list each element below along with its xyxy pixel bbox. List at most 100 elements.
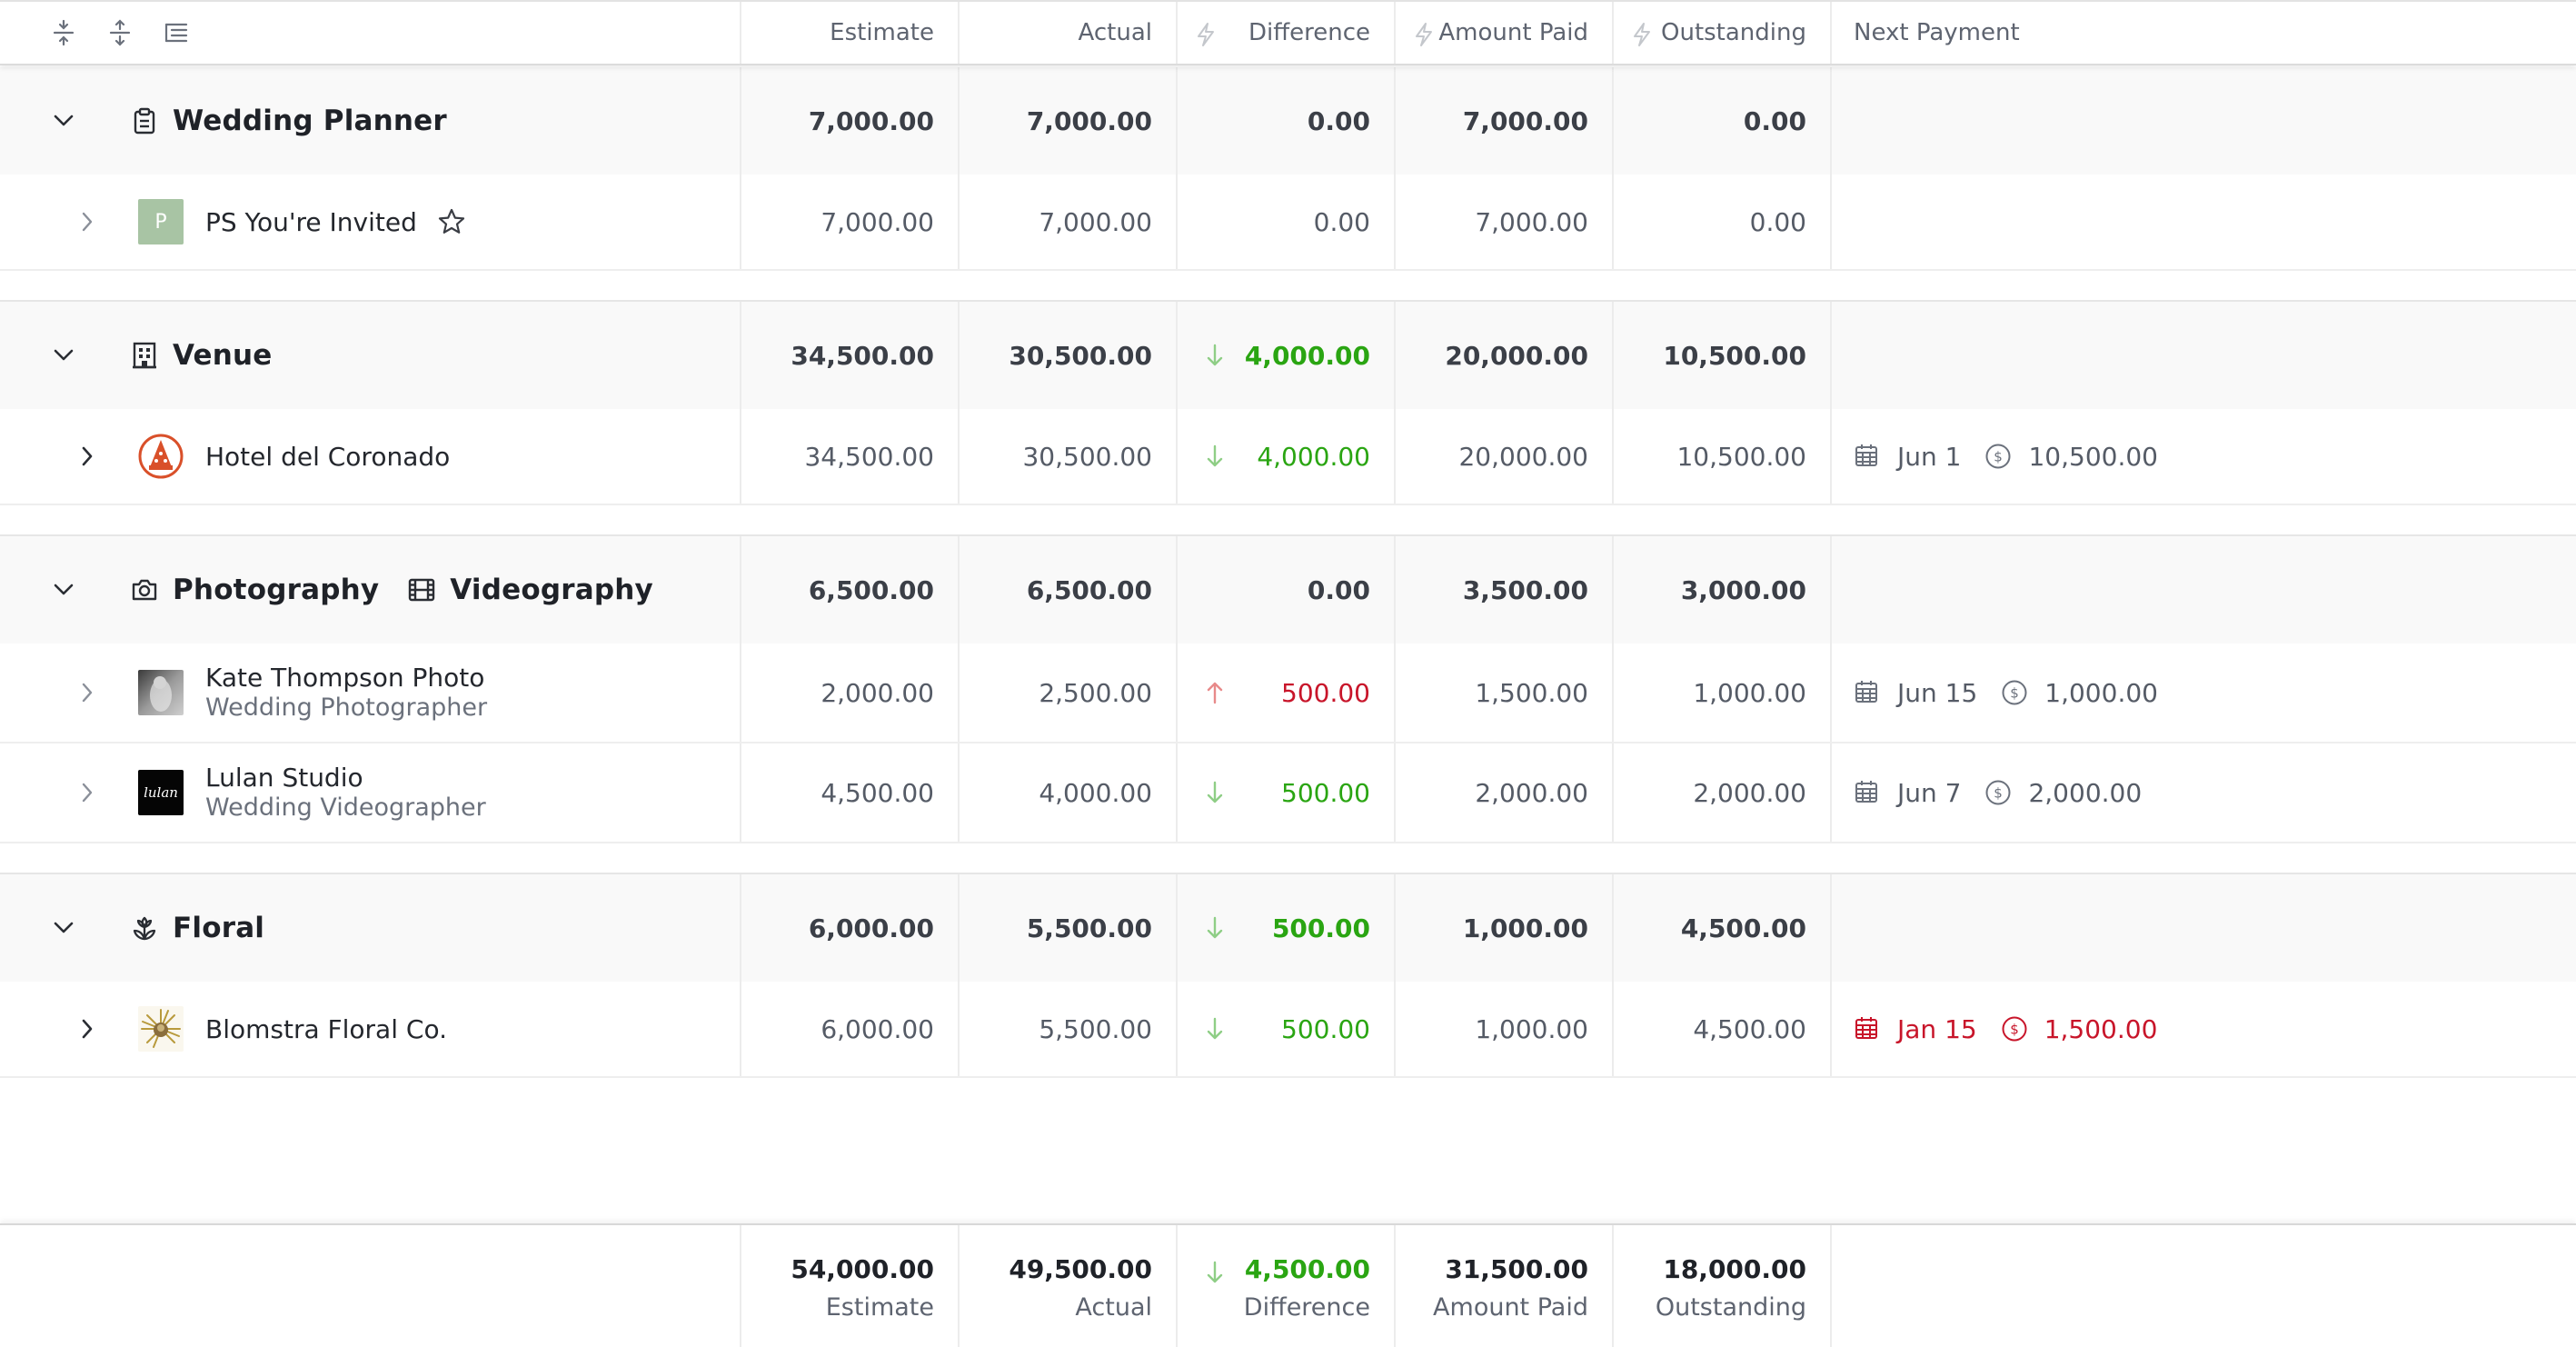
chevron-down-icon[interactable] [51,108,76,134]
col-header-estimate[interactable]: Estimate [741,2,960,64]
group-row-wedding-planner[interactable]: Wedding Planner 7,000.00 7,000.00 0.00 7… [0,67,2576,175]
vendor-row-lulan-studio[interactable]: lulan Lulan Studio Wedding Videographer … [0,743,2576,843]
vendor-name[interactable]: Kate Thompson Photo [205,663,485,693]
group-estimate: 7,000.00 [741,67,960,175]
vendor-difference-value: 500.00 [1281,677,1370,708]
group-title: Wedding Planner [173,105,447,137]
group-outstanding: 0.00 [1614,67,1832,175]
chevron-right-icon[interactable] [75,780,100,805]
total-actual-label: Actual [1075,1293,1152,1322]
vendor-subtitle: Wedding Photographer [205,693,488,722]
vendor-difference-value: 4,000.00 [1257,441,1370,472]
star-icon[interactable] [437,207,466,236]
film-icon [408,576,435,604]
col-header-amount-paid[interactable]: Amount Paid [1396,2,1614,64]
total-outstanding-label: Outstanding [1655,1293,1806,1322]
svg-text:$: $ [1994,785,2004,802]
group-estimate: 34,500.00 [741,302,960,409]
vendor-row-ps-youre-invited[interactable]: P PS You're Invited 7,000.00 7,000.00 0.… [0,175,2576,271]
chevron-right-icon[interactable] [75,680,100,705]
group-difference: 0.00 [1178,67,1396,175]
chevron-right-icon[interactable] [75,1016,100,1042]
total-estimate: 54,000.00 Estimate [741,1225,960,1347]
chevron-right-icon[interactable] [75,209,100,234]
logo-text: lulan [144,784,178,801]
total-outstanding-value: 18,000.00 [1663,1254,1806,1284]
total-difference: 4,500.00 Difference [1178,1225,1396,1347]
group-actual: 5,500.00 [960,874,1178,982]
vendor-next-payment[interactable]: Jun 7 $ 2,000.00 [1832,743,2576,842]
vendor-next-payment[interactable]: Jun 1 $ 10,500.00 [1832,409,2576,504]
vendor-actual: 5,500.00 [960,982,1178,1076]
calendar-icon [1854,779,1881,806]
calendar-icon [1854,443,1881,470]
vendor-name[interactable]: PS You're Invited [205,206,417,237]
vendor-logo: P [138,199,184,244]
chevron-down-icon[interactable] [51,915,76,941]
next-payment-date: Jun 1 [1897,441,1962,472]
col-header-next-payment[interactable]: Next Payment [1854,19,2020,46]
flower-icon [131,914,158,942]
vendor-name[interactable]: Lulan Studio [205,763,363,793]
vendor-amount-paid: 1,000.00 [1396,982,1614,1076]
building-icon [131,342,158,369]
col-header-difference[interactable]: Difference [1178,2,1396,64]
vendor-estimate: 34,500.00 [741,409,960,504]
table-header: Estimate Actual Difference Amount Paid O… [0,0,2576,65]
vendor-difference: 500.00 [1178,644,1396,742]
vendor-logo [138,670,184,715]
group-difference: 0.00 [1178,536,1396,644]
group-amount-paid: 7,000.00 [1396,67,1614,175]
group-row-venue[interactable]: Venue 34,500.00 30,500.00 4,000.00 20,00… [0,302,2576,409]
vendor-subtitle: Wedding Videographer [205,793,486,822]
chevron-down-icon[interactable] [51,343,76,368]
collapse-all-icon[interactable] [49,18,78,47]
list-indent-icon[interactable] [162,18,191,47]
totals-next-empty [1832,1225,2576,1347]
group-spacer [0,505,2576,536]
col-header-actual[interactable]: Actual [960,2,1178,64]
group-amount-paid: 20,000.00 [1396,302,1614,409]
group-title: Photography [173,574,380,606]
vendor-row-kate-thompson-photo[interactable]: Kate Thompson Photo Wedding Photographer… [0,644,2576,743]
dollar-circle-icon: $ [2001,1015,2028,1043]
vendor-difference: 500.00 [1178,982,1396,1076]
vendor-logo: lulan [138,770,184,815]
vendor-next-payment[interactable]: Jun 15 $ 1,000.00 [1832,644,2576,742]
group-actual: 7,000.00 [960,67,1178,175]
totals-footer: 54,000.00 Estimate 49,500.00 Actual 4,50… [0,1223,2576,1347]
dollar-circle-icon: $ [1984,779,2012,806]
vendor-estimate: 2,000.00 [741,644,960,742]
group-row-photography-videography[interactable]: Photography Videography 6,500.00 6,500.0… [0,536,2576,644]
totals-spacer [0,1225,741,1347]
chevron-right-icon[interactable] [75,444,100,469]
col-header-outstanding[interactable]: Outstanding [1614,2,1832,64]
vendor-next-payment [1832,175,2576,269]
group-outstanding: 3,000.00 [1614,536,1832,644]
group-next-payment [1832,67,2576,175]
expand-all-icon[interactable] [105,18,134,47]
vendor-row-hotel-del-coronado[interactable]: Hotel del Coronado 34,500.00 30,500.00 4… [0,409,2576,505]
vendor-outstanding: 1,000.00 [1614,644,1832,742]
group-estimate: 6,500.00 [741,536,960,644]
chevron-down-icon[interactable] [51,577,76,603]
bolt-icon [1634,23,1650,46]
vendor-name[interactable]: Blomstra Floral Co. [205,1013,447,1044]
arrow-down-icon [1207,344,1223,366]
vendor-row-blomstra-floral[interactable]: Blomstra Floral Co. 6,000.00 5,500.00 50… [0,982,2576,1078]
arrow-down-icon [1207,444,1223,467]
arrow-down-icon [1207,781,1223,803]
vendor-logo [138,1006,184,1052]
vendor-next-payment[interactable]: Jan 15 $ 1,500.00 [1832,982,2576,1076]
vendor-name[interactable]: Hotel del Coronado [205,441,451,472]
group-difference-value: 500.00 [1271,913,1370,943]
group-row-floral[interactable]: Floral 6,000.00 5,500.00 500.00 1,000.00… [0,874,2576,982]
dollar-circle-icon: $ [2001,679,2028,706]
vendor-outstanding: 0.00 [1614,175,1832,269]
total-amount-paid: 31,500.00 Amount Paid [1396,1225,1614,1347]
total-difference-value: 4,500.00 [1244,1254,1370,1284]
group-difference: 500.00 [1178,874,1396,982]
group-title-secondary: Videography [450,574,653,606]
group-title: Floral [173,912,265,944]
vendor-difference: 500.00 [1178,743,1396,842]
